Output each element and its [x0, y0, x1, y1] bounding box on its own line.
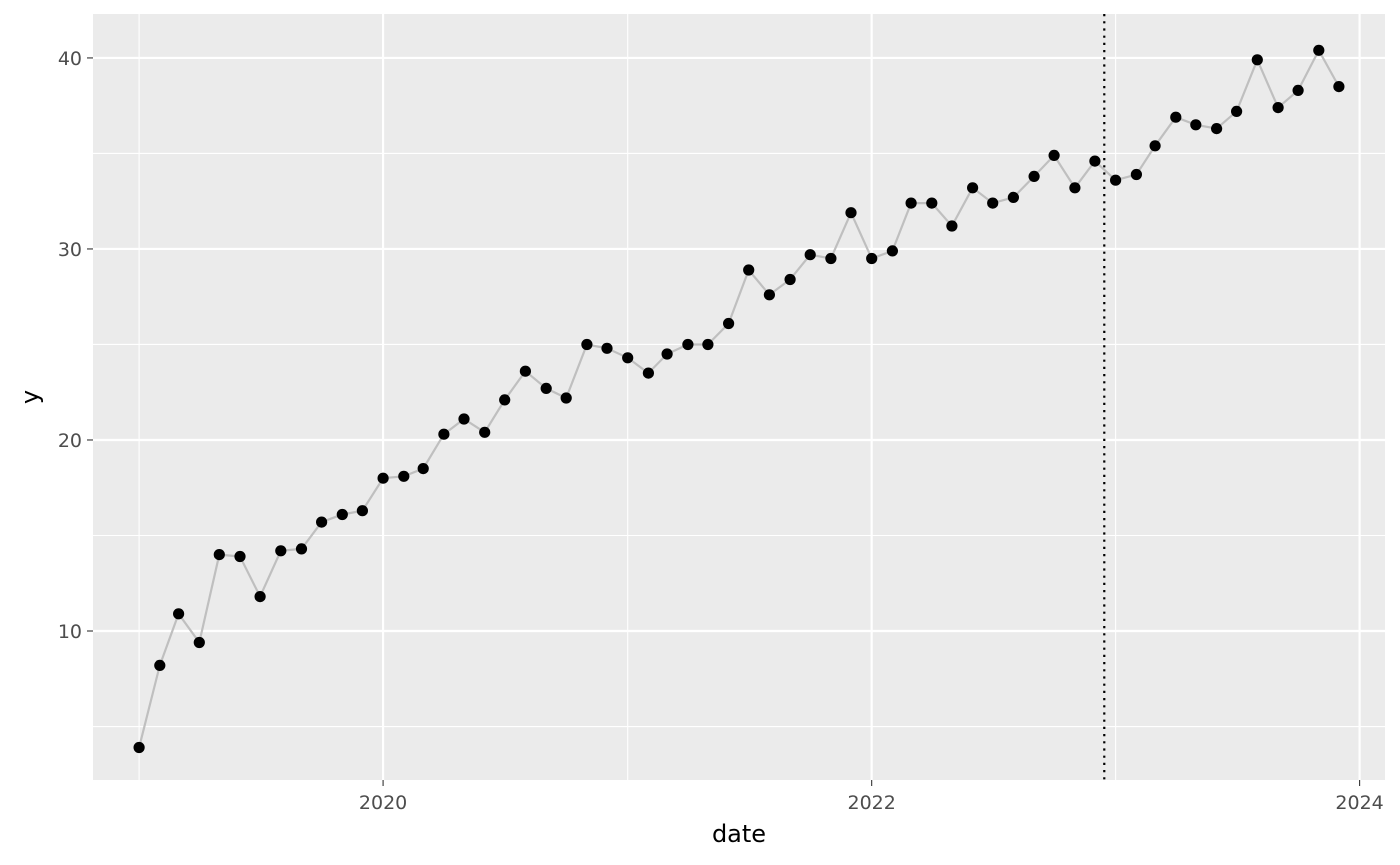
- data-point: [723, 317, 735, 330]
- data-point: [804, 249, 816, 261]
- y-tick-label: 40: [58, 48, 82, 70]
- data-point: [1007, 191, 1020, 203]
- data-point: [905, 197, 917, 209]
- data-point: [763, 289, 776, 301]
- x-axis-title: date: [712, 820, 766, 848]
- data-point: [417, 463, 429, 475]
- data-points: [133, 44, 1345, 754]
- data-point: [622, 352, 634, 364]
- data-point: [845, 207, 857, 219]
- data-point: [743, 264, 755, 276]
- data-point: [193, 636, 205, 649]
- data-point: [866, 252, 878, 265]
- major-gridlines: [93, 14, 1385, 780]
- data-point: [479, 426, 491, 438]
- data-point: [499, 394, 511, 406]
- data-point: [377, 472, 389, 484]
- data-point: [316, 516, 328, 528]
- data-point: [154, 659, 166, 672]
- data-point: [1048, 149, 1060, 161]
- data-point: [1313, 44, 1325, 56]
- data-point: [133, 741, 145, 754]
- data-point: [458, 413, 470, 425]
- data-point: [356, 505, 368, 517]
- data-point: [540, 382, 552, 394]
- data-point: [825, 252, 837, 265]
- data-point: [886, 245, 899, 257]
- x-axis-ticks: 2020 2022 2024: [359, 780, 1384, 814]
- data-point: [336, 508, 348, 521]
- y-axis-ticks: 10 20 30 40: [58, 48, 93, 643]
- plot-panel: [93, 14, 1385, 780]
- data-point: [1170, 111, 1182, 123]
- data-point: [560, 392, 572, 404]
- data-point: [1089, 155, 1101, 167]
- data-point: [926, 197, 938, 209]
- data-point: [173, 608, 185, 620]
- data-point: [295, 543, 308, 555]
- data-point: [1190, 119, 1202, 131]
- data-point: [438, 428, 450, 440]
- data-point: [682, 338, 694, 351]
- y-tick-label: 10: [58, 621, 82, 643]
- data-point: [1211, 123, 1223, 135]
- data-point: [1231, 105, 1243, 117]
- data-point: [213, 549, 225, 561]
- data-point: [987, 197, 999, 209]
- data-point: [702, 338, 714, 351]
- minor-gridlines: [93, 14, 1385, 780]
- data-point: [1251, 54, 1263, 66]
- data-point: [234, 550, 246, 563]
- data-point: [1110, 174, 1122, 186]
- x-tick-label: 2022: [847, 792, 895, 814]
- data-point: [1292, 84, 1304, 96]
- data-point: [1333, 81, 1345, 93]
- data-point: [1130, 168, 1142, 181]
- data-point: [254, 591, 266, 603]
- data-point: [398, 470, 410, 482]
- data-point: [1272, 102, 1284, 114]
- data-point: [784, 273, 796, 286]
- data-point: [1069, 182, 1081, 194]
- x-tick-label: 2024: [1335, 792, 1383, 814]
- data-point: [275, 545, 287, 557]
- data-point: [1149, 140, 1161, 152]
- data-point: [642, 367, 655, 379]
- data-point: [581, 338, 593, 351]
- data-point: [1028, 170, 1040, 182]
- data-point: [519, 365, 532, 377]
- x-tick-label: 2020: [359, 792, 407, 814]
- y-tick-label: 30: [58, 239, 82, 261]
- data-point: [601, 342, 613, 354]
- data-point: [946, 220, 958, 232]
- data-point: [661, 348, 673, 360]
- y-tick-label: 20: [58, 430, 82, 452]
- data-point: [967, 182, 979, 194]
- y-axis-title: y: [16, 390, 44, 404]
